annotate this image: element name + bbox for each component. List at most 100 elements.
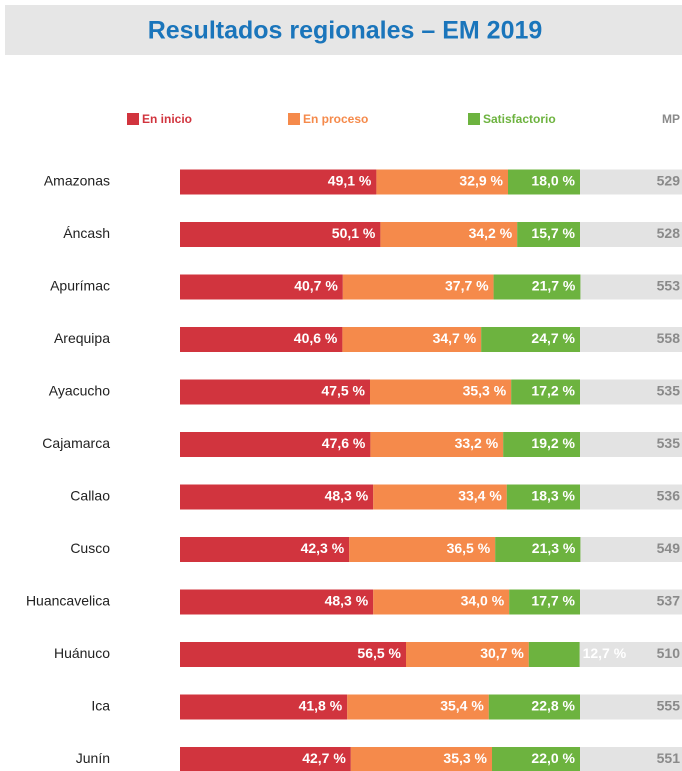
value-label: 49,1 % — [328, 173, 372, 189]
value-label: 30,7 % — [480, 645, 524, 661]
bar-segment — [180, 589, 374, 615]
category-label: Callao — [70, 488, 110, 504]
value-label: 17,7 % — [531, 593, 575, 609]
bar-segment — [380, 222, 518, 247]
bar-segment — [180, 327, 343, 352]
chart-title: Resultados regionales – EM 2019 — [148, 17, 543, 45]
value-label: 15,7 % — [531, 225, 575, 241]
bar-segment — [180, 274, 343, 300]
value-label: 56,5 % — [357, 645, 401, 661]
bar-segment — [511, 379, 580, 405]
value-label: 33,4 % — [458, 488, 502, 504]
bar-segment — [508, 169, 580, 195]
value-label: 35,4 % — [440, 698, 484, 714]
value-label: 42,3 % — [301, 540, 345, 556]
category-label: Amazonas — [44, 173, 110, 189]
bar-segment — [350, 747, 492, 771]
bar-segment — [180, 379, 370, 405]
legend-label: En inicio — [142, 112, 192, 126]
mp-value: 528 — [657, 225, 681, 241]
mp-value: 537 — [657, 593, 681, 609]
category-label: Ica — [91, 698, 110, 714]
value-label: 48,3 % — [325, 488, 369, 504]
category-label: Ayacucho — [49, 383, 110, 399]
value-label: 18,0 % — [531, 173, 575, 189]
bar-segment — [370, 379, 512, 405]
mp-value: 551 — [657, 750, 681, 766]
bar-segment — [347, 694, 489, 720]
mp-value: 529 — [657, 173, 681, 189]
value-label: 21,7 % — [532, 278, 576, 294]
title-banner — [5, 5, 682, 55]
value-label: 47,5 % — [321, 383, 365, 399]
category-label: Áncash — [63, 225, 110, 241]
bar-segment — [406, 642, 529, 667]
bar-segment — [180, 642, 406, 667]
value-label: 19,2 % — [531, 435, 575, 451]
value-label: 22,8 % — [531, 698, 575, 714]
bar-segment — [342, 327, 482, 352]
legend-label: En proceso — [303, 112, 368, 126]
value-label: 41,8 % — [299, 698, 343, 714]
category-label: Junín — [76, 750, 110, 766]
bar-segment — [370, 432, 504, 457]
value-label: 50,1 % — [332, 225, 376, 241]
category-label: Huancavelica — [26, 593, 110, 609]
bar-segment — [481, 327, 580, 352]
value-label: 21,3 % — [532, 540, 576, 556]
bar-segment — [349, 537, 496, 562]
bar-segment — [503, 432, 580, 457]
value-label: 37,7 % — [445, 278, 489, 294]
mp-value: 510 — [657, 645, 681, 661]
bar-segment — [373, 484, 507, 510]
value-label: 34,2 % — [469, 225, 513, 241]
bar-segment — [509, 589, 580, 615]
value-label: 40,7 % — [294, 278, 338, 294]
value-label: 48,3 % — [325, 593, 369, 609]
bar-segment — [180, 432, 371, 457]
mp-value: 553 — [657, 278, 681, 294]
value-label: 17,2 % — [531, 383, 575, 399]
value-label: 18,3 % — [531, 488, 575, 504]
bar-segment — [528, 642, 580, 667]
bar-segment — [373, 589, 510, 615]
bar-segment — [376, 169, 508, 195]
bar-segment — [180, 222, 381, 247]
bar-segment — [180, 484, 374, 510]
category-label: Arequipa — [54, 330, 110, 346]
category-label: Cajamarca — [42, 435, 110, 451]
mp-value: 549 — [657, 540, 681, 556]
mp-value: 536 — [657, 488, 681, 504]
bar-segment — [180, 747, 351, 771]
mp-value: 558 — [657, 330, 681, 346]
category-label: Cusco — [70, 540, 110, 556]
value-label: 34,0 % — [461, 593, 505, 609]
category-label: Huánuco — [54, 645, 110, 661]
value-label: 24,7 % — [531, 330, 575, 346]
value-label: 12,7 % — [583, 645, 627, 661]
value-label: 35,3 % — [463, 383, 507, 399]
value-label: 33,2 % — [455, 435, 499, 451]
mp-value: 555 — [657, 698, 681, 714]
value-label: 40,6 % — [294, 330, 338, 346]
mp-header: MP — [662, 112, 680, 126]
bar-segment — [180, 694, 348, 720]
value-label: 47,6 % — [322, 435, 366, 451]
value-label: 36,5 % — [447, 540, 491, 556]
bar-segment — [492, 747, 580, 771]
value-label: 42,7 % — [302, 750, 346, 766]
value-label: 34,7 % — [433, 330, 477, 346]
bar-segment — [342, 274, 494, 300]
category-label: Apurímac — [50, 278, 110, 294]
bar-segment — [517, 222, 580, 247]
bar-segment — [488, 694, 580, 720]
bar-segment — [493, 274, 581, 300]
mp-value: 535 — [657, 383, 681, 399]
value-label: 22,0 % — [531, 750, 575, 766]
mp-value: 535 — [657, 435, 681, 451]
legend-swatch — [288, 113, 300, 125]
bar-segment — [180, 537, 350, 562]
bar-segment — [495, 537, 581, 562]
bar-segment — [506, 484, 580, 510]
